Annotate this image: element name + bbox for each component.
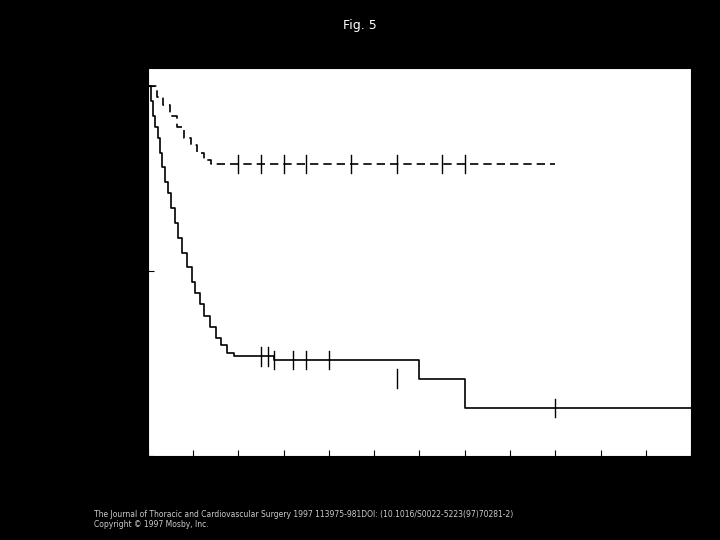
Text: Fig. 5: Fig. 5: [343, 19, 377, 32]
Text: The Journal of Thoracic and Cardiovascular Surgery 1997 113975-981DOI: (10.1016/: The Journal of Thoracic and Cardiovascul…: [94, 510, 513, 529]
X-axis label: Postoperative years: Postoperative years: [357, 478, 482, 491]
Y-axis label: Survival rate (%): Survival rate (%): [102, 209, 114, 315]
